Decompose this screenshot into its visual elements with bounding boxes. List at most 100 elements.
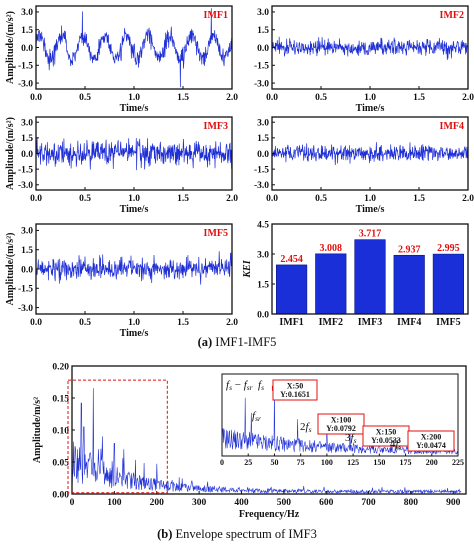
signal-line-IMF4 — [271, 142, 469, 166]
bar-value-label: 3.008 — [320, 243, 343, 254]
y-tick-label: -3.0 — [18, 181, 33, 191]
y-tick-label: -3.0 — [18, 79, 33, 89]
label-part: 4 — [390, 438, 396, 450]
x-tick-label: 1.5 — [413, 194, 425, 204]
y-tick-label: 0.00 — [52, 491, 69, 501]
imf-label: IMF4 — [440, 121, 464, 132]
x-tick-label: 0.5 — [79, 194, 91, 204]
x-axis-label: Time/s — [120, 103, 149, 114]
imf-panel-4: 3.0 1.5 0.0 -1.5 -3.0 0.0 0.5 1.0 1.5 2.0 Time/s IM… — [254, 116, 474, 215]
label-part: s — [261, 383, 264, 392]
label-fsr: fsr — [252, 410, 261, 423]
x-tick-label: 1.0 — [364, 93, 376, 103]
bar-value-label: 3.717 — [359, 229, 382, 240]
x-tick-label: 1.5 — [177, 93, 189, 103]
y-axis-label: Amplitude/(m/s²) — [5, 117, 16, 190]
callout-x-text: X:50 — [287, 382, 303, 391]
x-tick-label: 300 — [192, 498, 207, 508]
label-part: s — [354, 436, 357, 445]
bar-IMF2 — [315, 253, 347, 315]
imf-label: IMF1 — [204, 10, 228, 21]
y-tick-label: 1.5 — [21, 246, 33, 256]
x-tick-label: 200 — [150, 498, 165, 508]
callout-y-text: Y:0.0533 — [371, 436, 401, 445]
y-tick-label: 1.5 — [257, 26, 269, 36]
envelope-spectrum-chart: 0.000.050.100.150.200 100 200 300 400 500 600 7… — [32, 363, 467, 520]
inset-x-tick-label: 125 — [347, 458, 359, 467]
label-part: f — [396, 438, 401, 450]
imf-label: IMF2 — [440, 10, 464, 21]
imf-label: IMF3 — [204, 121, 228, 132]
y-tick-label: 3.0 — [21, 227, 33, 237]
y-tick-label: -3.0 — [254, 79, 269, 89]
x-tick-label: 0.0 — [266, 194, 278, 204]
inset-x-tick-label: 150 — [373, 458, 385, 467]
bar-IMF4 — [393, 254, 425, 315]
inset-x-tick-label: 225 — [452, 458, 464, 467]
callout-x-text: X:150 — [376, 428, 396, 437]
y-tick-label: 1.5 — [257, 280, 269, 290]
x-tick-label: 1.0 — [128, 194, 140, 204]
y-tick-label: -3.0 — [254, 181, 269, 191]
y-tick-label: -1.5 — [18, 62, 33, 72]
x-tick-label: 0 — [70, 498, 75, 508]
y-tick-label: 0.0 — [257, 150, 269, 160]
x-tick-label: 400 — [234, 498, 249, 508]
y-tick-label: 3.0 — [257, 8, 269, 18]
callout-box — [407, 430, 455, 452]
label-4fs: 4fs — [390, 438, 402, 451]
x-tick-label: IMF5 — [436, 317, 460, 328]
bar-IMF3 — [354, 239, 386, 315]
callout-y-text: Y:0.0474 — [416, 441, 446, 450]
label-part: f — [244, 379, 249, 391]
y-tick-label: -1.5 — [254, 62, 269, 72]
x-tick-label: IMF4 — [397, 317, 421, 328]
plot-frame — [271, 223, 469, 315]
label-2fs: 2fs — [300, 421, 312, 434]
signal-line-IMF3 — [35, 137, 233, 171]
label-part: f — [306, 421, 311, 433]
imf-panel-5: 3.0 1.5 0.0 -1.5 -3.0 0.0 0.5 1.0 1.5 2.0 Time/s Am… — [5, 223, 238, 339]
y-tick-label: 3.0 — [257, 250, 269, 260]
callout-y-text: Y:0.0792 — [326, 424, 356, 433]
x-axis-label: Time/s — [120, 328, 149, 339]
x-tick-label: 2.0 — [226, 194, 238, 204]
callout-box — [317, 413, 365, 435]
inset-frame — [221, 373, 459, 457]
x-tick-label: 0.0 — [30, 93, 42, 103]
y-tick-label: 0.10 — [52, 427, 69, 437]
label-part: sr — [247, 383, 253, 392]
label-part: 3 — [345, 432, 351, 444]
x-tick-label: 0.5 — [315, 194, 327, 204]
x-tick-label: 2.0 — [226, 318, 238, 328]
x-tick-label: 600 — [319, 498, 334, 508]
y-tick-label: -3.0 — [18, 304, 33, 314]
callout-x-text: X:200 — [421, 433, 441, 442]
imf-panel-1: 3.0 1.5 0.0 -1.5 -3.0 0.0 0.5 1.0 1.5 2.0 Time/s Am… — [5, 5, 238, 114]
caption-a: (a) IMF1-IMF5 — [198, 335, 277, 349]
x-tick-label: 0.0 — [30, 194, 42, 204]
inset-x-tick-label: 75 — [297, 458, 305, 467]
inset-x-tick-label: 100 — [321, 458, 333, 467]
y-tick-label: 0.05 — [52, 459, 69, 469]
y-tick-label: -1.5 — [18, 285, 33, 295]
x-tick-label: 800 — [404, 498, 419, 508]
inset-x-tick-label: 0 — [220, 458, 224, 467]
imf-panels: 3.0 1.5 0.0 -1.5 -3.0 0.0 0.5 1.0 1.5 2.0 Time/s Am… — [5, 5, 474, 339]
label-part: − — [232, 379, 244, 391]
y-tick-label: 3.0 — [257, 119, 269, 129]
label-fs: fs — [258, 379, 264, 392]
y-tick-label: -1.5 — [18, 165, 33, 175]
y-tick-label: 0.0 — [21, 265, 33, 275]
x-tick-label: IMF1 — [279, 317, 303, 328]
x-tick-label: 900 — [446, 498, 461, 508]
caption-b: (b) Envelope spectrum of IMF3 — [157, 527, 317, 541]
y-tick-label: 0.0 — [257, 310, 269, 320]
x-tick-label: 1.0 — [128, 318, 140, 328]
y-tick-label: -1.5 — [254, 165, 269, 175]
y-tick-label: 0.15 — [52, 395, 69, 405]
x-tick-label: 0.0 — [30, 318, 42, 328]
callout-box — [272, 379, 318, 401]
inset-x-tick-label: 175 — [400, 458, 412, 467]
